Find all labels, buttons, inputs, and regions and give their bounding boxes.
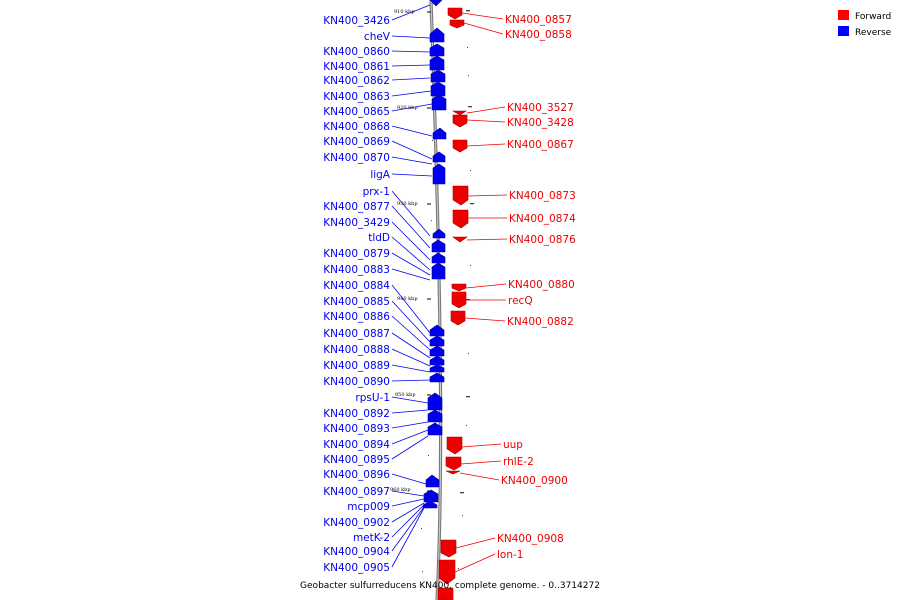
gene-label: rpsU-1 <box>355 392 390 404</box>
gene-label: KN400_0858 <box>505 29 572 41</box>
gene-label: KN400_0862 <box>323 75 390 87</box>
gene-label: KN400_0882 <box>507 316 574 328</box>
gene-label: KN400_0897 <box>323 486 390 498</box>
gene-label: KN400_0890 <box>323 376 390 388</box>
gene-label: KN400_0869 <box>323 136 390 148</box>
gene-label: uup <box>503 439 523 451</box>
gene-label: KN400_0877 <box>323 201 390 213</box>
forward-leader-lines <box>454 12 508 573</box>
scale-ticks: 910 kbp 920 kbp 930 kbp 940 kbp 950 kbp … <box>390 9 431 493</box>
forward-gene-glyphs <box>437 7 469 600</box>
gene-label: KN400_0870 <box>323 152 390 164</box>
gene-label: mcp009 <box>347 501 390 513</box>
gene-label: KN400_3426 <box>323 15 390 27</box>
gene-label: KN400_0905 <box>323 562 390 574</box>
gene-label: KN400_0889 <box>323 360 390 372</box>
gene-label: KN400_0873 <box>509 190 576 202</box>
gene-label: KN400_0892 <box>323 408 390 420</box>
gene-label: KN400_0896 <box>323 469 390 481</box>
minor-ticks <box>421 10 474 572</box>
gene-label: rhlE-2 <box>503 456 534 468</box>
gene-label: KN400_0883 <box>323 264 390 276</box>
gene-label: KN400_0868 <box>323 121 390 133</box>
gene-label: KN400_0860 <box>323 46 390 58</box>
gene-label: KN400_0894 <box>323 439 390 451</box>
gene-label: KN400_0895 <box>323 454 390 466</box>
scale-tick-label: 940 kbp <box>397 296 418 302</box>
gene-label: metK-2 <box>353 532 390 544</box>
gene-label: KN400_0908 <box>497 533 564 545</box>
legend-label-forward: Forward <box>855 12 891 22</box>
gene-label: KN400_0885 <box>323 296 390 308</box>
gene-label: KN400_0867 <box>507 139 574 151</box>
gene-label: ligA <box>370 169 390 181</box>
reverse-gene-glyphs <box>422 0 447 509</box>
gene-label: recQ <box>508 295 533 307</box>
gene-label: KN400_0879 <box>323 248 390 260</box>
gene-label: KN400_3429 <box>323 217 390 229</box>
gene-label: KN400_3527 <box>507 102 574 114</box>
gene-label: lon-1 <box>497 549 523 561</box>
gene-label: KN400_0887 <box>323 328 390 340</box>
gene-label: KN400_0865 <box>323 106 390 118</box>
gene-label: KN400_0902 <box>323 517 390 529</box>
scale-tick-label: 960 kbp <box>390 487 411 493</box>
reverse-leader-lines <box>391 4 433 568</box>
gene-label: KN400_3428 <box>507 117 574 129</box>
gene-label: KN400_0888 <box>323 344 390 356</box>
scale-tick-label: 930 kbp <box>397 201 418 207</box>
gene-label: KN400_0900 <box>501 475 568 487</box>
forward-gene-labels: KN400_0857 KN400_0858 KN400_3527 KN400_3… <box>497 14 576 561</box>
gene-label: KN400_0876 <box>509 234 576 246</box>
gene-label: KN400_0863 <box>323 91 390 103</box>
gene-label: KN400_0904 <box>323 546 390 558</box>
gene-label: KN400_0857 <box>505 14 572 26</box>
gene-label: tldD <box>368 232 390 244</box>
map-caption: Geobacter sulfurreducens KN400, complete… <box>300 581 600 591</box>
gene-label: KN400_0861 <box>323 61 390 73</box>
legend-label-reverse: Reverse <box>855 28 892 38</box>
gene-label: cheV <box>364 31 391 43</box>
scale-tick-label: 910 kbp <box>394 9 415 15</box>
gene-label: prx-1 <box>363 186 390 198</box>
gene-label: KN400_0886 <box>323 311 390 323</box>
gene-label: KN400_0874 <box>509 213 576 225</box>
legend-swatch-forward <box>838 10 849 20</box>
scale-tick-label: 950 kbp <box>395 392 416 398</box>
reverse-gene-labels: KN400_3426 cheV KN400_0860 KN400_0861 KN… <box>323 15 391 574</box>
gene-label: KN400_0893 <box>323 423 390 435</box>
gene-label: KN400_0880 <box>508 279 575 291</box>
legend-swatch-reverse <box>838 26 849 36</box>
gene-label: KN400_0884 <box>323 280 390 292</box>
legend: Forward Reverse <box>838 10 892 38</box>
